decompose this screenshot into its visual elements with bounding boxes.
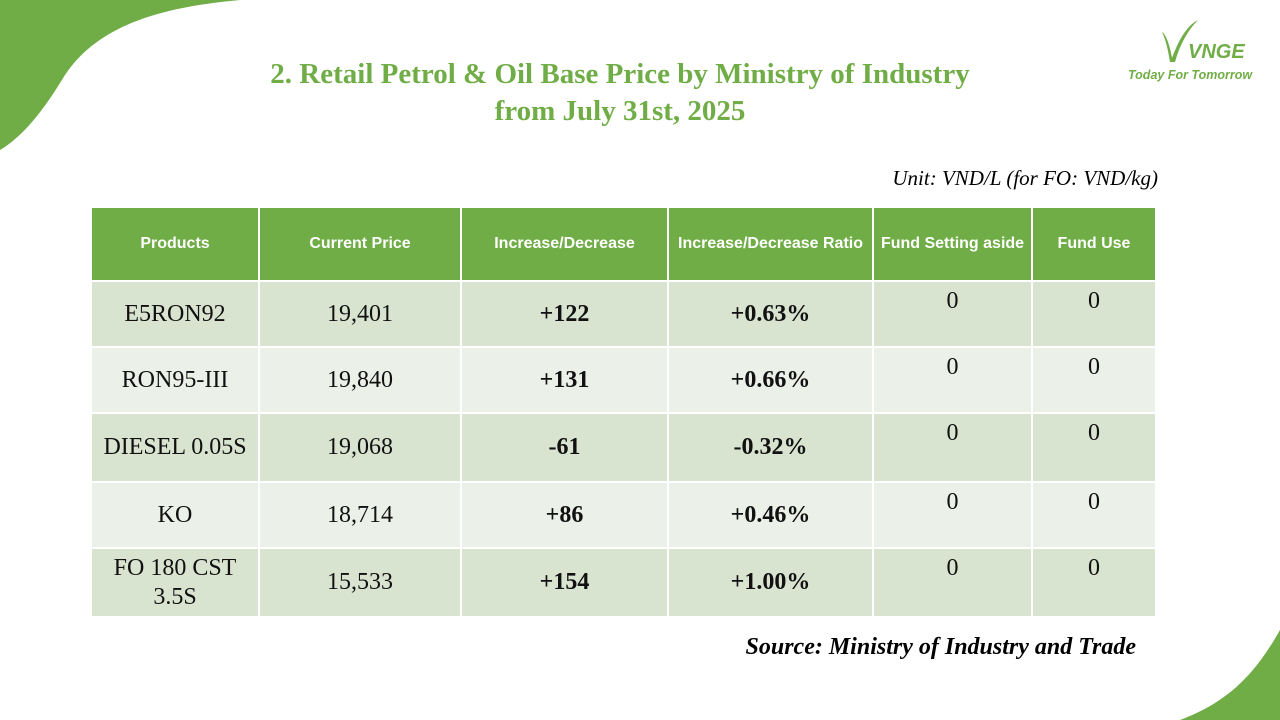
price-change: +122	[460, 280, 669, 348]
fund-use: 0	[1031, 346, 1157, 414]
product-name: FO 180 CST 3.5S	[90, 547, 260, 618]
header-ratio: Increase/Decrease Ratio	[667, 206, 874, 282]
fund-setting-value: 0	[946, 354, 959, 380]
product-name: RON95-III	[90, 346, 260, 414]
fund-use: 0	[1031, 481, 1157, 549]
price-table: Products Current Price Increase/Decrease…	[90, 206, 1157, 618]
change-ratio: +0.46%	[667, 481, 874, 549]
fund-use: 0	[1031, 280, 1157, 348]
header-fund-setting: Fund Setting aside	[872, 206, 1033, 282]
fund-use-value: 0	[1088, 288, 1100, 314]
current-price: 19,068	[258, 412, 462, 483]
vnge-logo-mark: VNGE	[1162, 20, 1245, 63]
fund-use-value: 0	[1088, 555, 1100, 581]
fund-setting-aside: 0	[872, 280, 1033, 348]
current-price: 15,533	[258, 547, 462, 618]
fund-setting-aside: 0	[872, 547, 1033, 618]
product-name: E5RON92	[90, 280, 260, 348]
fund-setting-value: 0	[946, 288, 959, 314]
slide-title: 2. Retail Petrol & Oil Base Price by Min…	[120, 56, 1120, 130]
price-change: +131	[460, 346, 669, 414]
price-change: -61	[460, 412, 669, 483]
table-header-row: Products Current Price Increase/Decrease…	[90, 206, 1157, 282]
fund-use: 0	[1031, 412, 1157, 483]
table-row: E5RON92 19,401 +122 +0.63% 0 0	[90, 280, 1157, 348]
table-row: KO 18,714 +86 +0.46% 0 0	[90, 481, 1157, 549]
change-ratio: +0.63%	[667, 280, 874, 348]
logo-letters: VNGE	[1188, 41, 1245, 63]
price-change: +86	[460, 481, 669, 549]
table-row: DIESEL 0.05S 19,068 -61 -0.32% 0 0	[90, 412, 1157, 483]
change-ratio: +0.66%	[667, 346, 874, 414]
current-price: 19,840	[258, 346, 462, 414]
fund-use-value: 0	[1088, 489, 1100, 515]
fund-setting-value: 0	[946, 489, 959, 515]
header-change: Increase/Decrease	[460, 206, 669, 282]
current-price: 18,714	[258, 481, 462, 549]
product-name: KO	[90, 481, 260, 549]
fund-use-value: 0	[1088, 354, 1100, 380]
corner-decoration-top-left	[0, 0, 240, 150]
corner-decoration-bottom-right	[1180, 630, 1280, 720]
fund-setting-aside: 0	[872, 346, 1033, 414]
table-row: RON95-III 19,840 +131 +0.66% 0 0	[90, 346, 1157, 414]
price-change: +154	[460, 547, 669, 618]
slide-title-line1: 2. Retail Petrol & Oil Base Price by Min…	[270, 58, 970, 90]
header-fund-use: Fund Use	[1031, 206, 1157, 282]
current-price: 19,401	[258, 280, 462, 348]
fund-setting-aside: 0	[872, 481, 1033, 549]
fund-use-value: 0	[1088, 420, 1100, 446]
fund-setting-value: 0	[946, 420, 959, 446]
product-name: DIESEL 0.05S	[90, 412, 260, 483]
source-note: Source: Ministry of Industry and Trade	[745, 634, 1137, 660]
header-current-price: Current Price	[258, 206, 462, 282]
fund-use: 0	[1031, 547, 1157, 618]
change-ratio: -0.32%	[667, 412, 874, 483]
logo-tagline: Today For Tomorrow	[1128, 68, 1253, 82]
fund-setting-aside: 0	[872, 412, 1033, 483]
unit-note: Unit: VND/L (for FO: VND/kg)	[892, 166, 1158, 190]
header-products: Products	[90, 206, 260, 282]
company-logo: VNGE Today For Tomorrow	[1128, 12, 1268, 88]
fund-setting-value: 0	[946, 555, 959, 581]
change-ratio: +1.00%	[667, 547, 874, 618]
table-row: FO 180 CST 3.5S 15,533 +154 +1.00% 0 0	[90, 547, 1157, 618]
slide-title-line2: from July 31st, 2025	[494, 95, 746, 127]
